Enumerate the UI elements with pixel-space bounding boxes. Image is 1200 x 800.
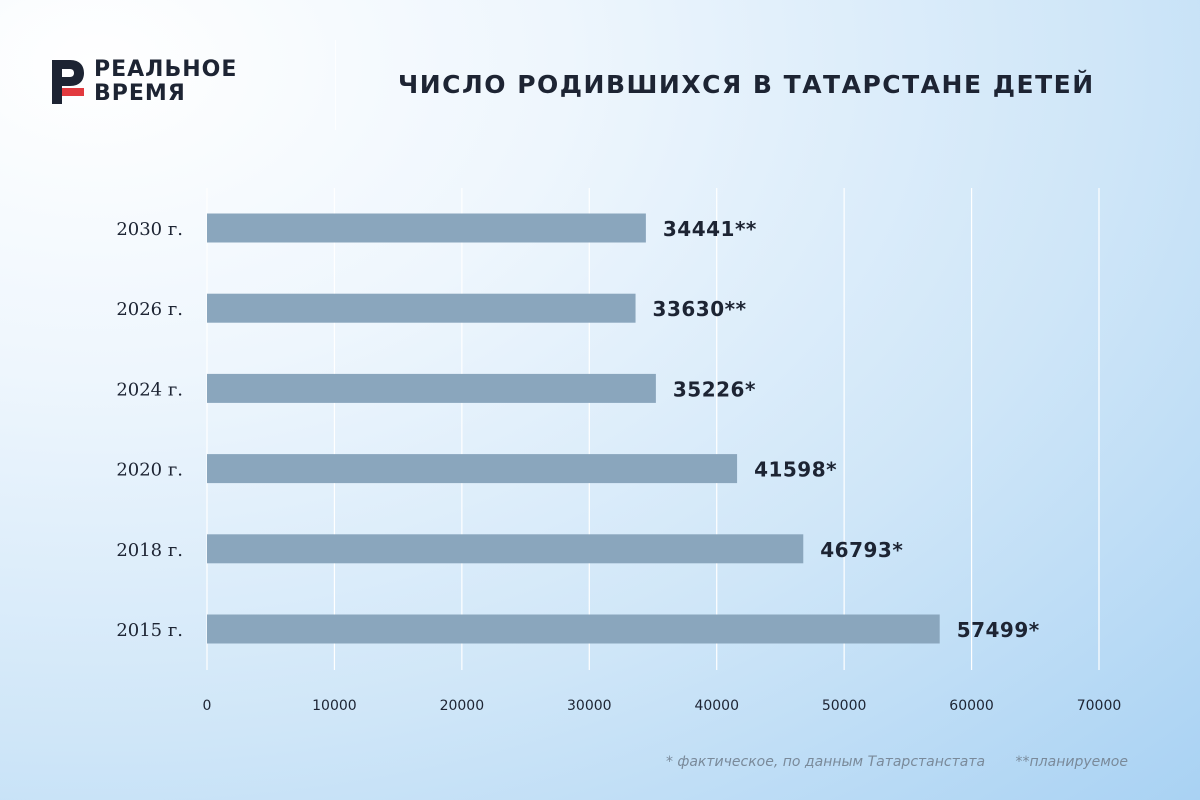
bar xyxy=(207,213,646,243)
chart-title: ЧИСЛО РОДИВШИХСЯ В ТАТАРСТАНЕ ДЕТЕЙ xyxy=(398,70,1095,99)
category-label: 2020 г. xyxy=(116,460,183,481)
bar xyxy=(207,614,940,644)
x-tick-label: 50000 xyxy=(822,698,867,714)
x-tick-label: 40000 xyxy=(694,698,739,714)
x-tick-label: 60000 xyxy=(949,698,994,714)
x-tick-labels: 0 10000 20000 30000 40000 50000 60000 70000 xyxy=(203,698,1122,714)
category-label: 2024 г. xyxy=(116,379,183,400)
x-tick-label: 0 xyxy=(203,698,212,714)
category-label: 2030 г. xyxy=(116,219,183,240)
value-label: 33630** xyxy=(653,297,747,321)
brand-name-line2: ВРЕМЯ xyxy=(94,81,186,106)
footnote-planned: **планируемое xyxy=(1015,754,1128,770)
footnote-actual: * фактическое, по данным Татарстанстата xyxy=(665,754,986,770)
category-labels: 2030 г. 2026 г. 2024 г. 2020 г. 2018 г. 2015 … xyxy=(116,219,183,641)
x-tick-label: 70000 xyxy=(1077,698,1122,714)
bars xyxy=(207,213,940,644)
header-divider xyxy=(335,40,336,130)
brand-logo: РЕАЛЬНОЕ ВРЕМЯ xyxy=(50,58,270,110)
value-labels: 34441** 33630** 35226* 41598* 46793* 57499* xyxy=(653,217,1040,642)
brand-logo-icon xyxy=(52,60,84,104)
value-label: 35226* xyxy=(673,377,756,401)
category-label: 2018 г. xyxy=(116,540,183,561)
grid-lines xyxy=(206,188,1100,670)
brand-name-line1: РЕАЛЬНОЕ xyxy=(94,57,238,82)
value-label: 57499* xyxy=(957,618,1040,642)
value-label: 46793* xyxy=(820,538,903,562)
category-label: 2026 г. xyxy=(116,299,183,320)
bar xyxy=(207,534,804,564)
brand-name: РЕАЛЬНОЕ ВРЕМЯ xyxy=(94,58,237,106)
x-tick-label: 30000 xyxy=(567,698,612,714)
bar xyxy=(207,454,738,484)
x-tick-label: 20000 xyxy=(440,698,485,714)
bar xyxy=(207,373,656,403)
value-label: 34441** xyxy=(663,217,757,241)
footnotes: * фактическое, по данным Татарстанстата … xyxy=(666,754,1128,770)
bar xyxy=(207,293,636,323)
x-tick-label: 10000 xyxy=(312,698,357,714)
value-label: 41598* xyxy=(754,458,837,482)
category-label: 2015 г. xyxy=(116,620,183,641)
